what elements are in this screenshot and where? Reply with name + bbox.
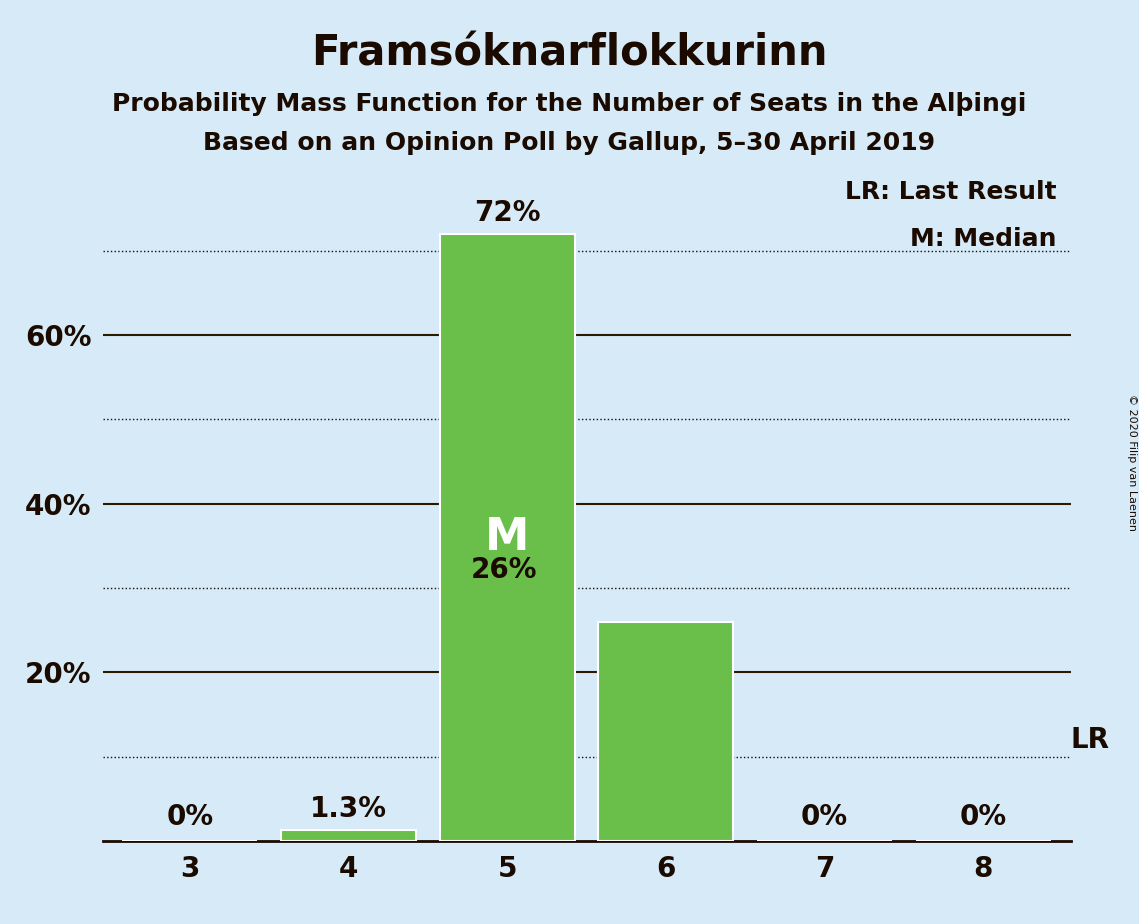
Text: M: M: [485, 516, 530, 559]
Bar: [281, 830, 416, 841]
Bar: [440, 234, 575, 841]
Bar: [598, 622, 734, 841]
Text: LR: LR: [1071, 726, 1109, 754]
Text: 0%: 0%: [801, 803, 849, 831]
Text: 0%: 0%: [960, 803, 1007, 831]
Text: 0%: 0%: [166, 803, 213, 831]
Text: Based on an Opinion Poll by Gallup, 5–30 April 2019: Based on an Opinion Poll by Gallup, 5–30…: [204, 131, 935, 155]
Text: Probability Mass Function for the Number of Seats in the Alþingi: Probability Mass Function for the Number…: [113, 92, 1026, 116]
Text: LR: Last Result: LR: Last Result: [844, 180, 1056, 204]
Text: M: Median: M: Median: [910, 227, 1056, 251]
Text: 26%: 26%: [470, 555, 538, 584]
Text: 72%: 72%: [474, 199, 541, 227]
Text: Framsóknarflokkurinn: Framsóknarflokkurinn: [311, 32, 828, 74]
Text: 1.3%: 1.3%: [310, 796, 387, 823]
Text: © 2020 Filip van Laenen: © 2020 Filip van Laenen: [1126, 394, 1137, 530]
